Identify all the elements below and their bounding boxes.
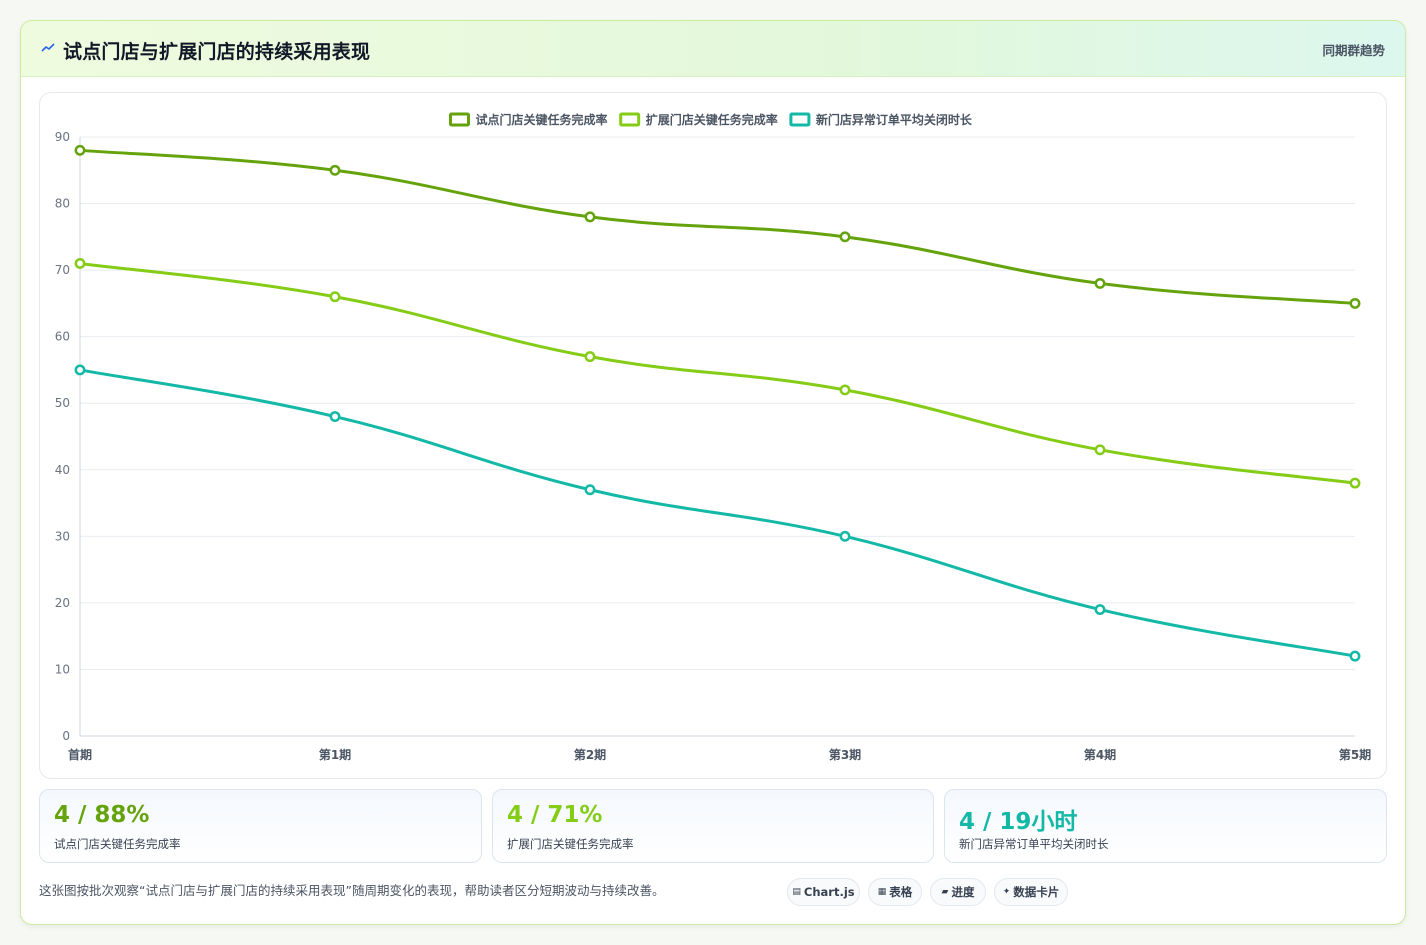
data-point [74, 364, 86, 376]
data-point [839, 530, 851, 542]
card-header: 试点门店与扩展门店的持续采用表现 同期群趋势 [21, 21, 1405, 77]
chip-progress[interactable]: ▰ 进度 [930, 878, 986, 906]
y-tick-label: 60 [55, 330, 70, 344]
data-point [584, 211, 596, 223]
data-point [329, 164, 341, 176]
x-tick-label: 第1期 [319, 747, 351, 762]
chart-icon: ▤ [792, 887, 801, 897]
data-point [1094, 604, 1106, 615]
data-point [584, 484, 596, 496]
data-point [329, 411, 341, 422]
data-point [839, 384, 851, 396]
stat-label: 扩展门店关键任务完成率 [507, 837, 634, 851]
stat-label: 新门店异常订单平均关闭时长 [959, 837, 1109, 851]
chip-label: Chart.js [803, 885, 855, 899]
legend-swatch [449, 112, 470, 127]
data-point [1349, 650, 1361, 662]
header-subtitle: 同期群趋势 [1322, 43, 1385, 58]
data-point [74, 144, 86, 156]
series-line [79, 148, 1356, 305]
x-tick-label: 第2期 [574, 747, 606, 762]
stat-value: 4 / 88% [54, 802, 150, 828]
progress-icon: ▰ [941, 887, 949, 897]
legend-swatch [619, 112, 641, 127]
line-chart: 0 10 20 30 40 50 60 70 80 90 首期 第1期 第2期 第3期 第4期 第5期 试点门店… [55, 112, 1371, 762]
trend-line-icon [41, 43, 55, 52]
stat-value: 4 / 71% [507, 802, 603, 828]
data-point [74, 258, 86, 269]
chip-label: 进度 [951, 885, 975, 899]
data-point [329, 291, 341, 303]
y-tick-label: 80 [55, 197, 70, 211]
series-line [79, 261, 1356, 485]
card-icon: ✦ [1002, 887, 1011, 897]
stat-card-pilot: 4 / 88% 试点门店关键任务完成率 [39, 789, 482, 863]
chip-chartjs[interactable]: ▤ Chart.js [787, 878, 860, 906]
y-tick-label: 30 [55, 529, 70, 543]
stat-card-expansion: 4 / 71% 扩展门店关键任务完成率 [492, 789, 934, 863]
x-tick-label: 第4期 [1084, 747, 1116, 762]
data-point [1094, 277, 1106, 289]
chart-panel: 0 10 20 30 40 50 60 70 80 90 首期 第1期 第2期 第3期 第4期 第5期 试点门店… [39, 92, 1387, 779]
chip-table[interactable]: ▦ 表格 [868, 878, 922, 906]
y-tick-label: 40 [55, 463, 70, 477]
y-tick-label: 20 [55, 596, 70, 610]
x-tick-label: 第5期 [1339, 747, 1371, 762]
data-point [839, 231, 851, 243]
data-point [584, 351, 596, 363]
data-point [1094, 444, 1106, 456]
footer-note: 这张图按批次观察“试点门店与扩展门店的持续采用表现”随周期变化的表现，帮助读者区… [39, 883, 665, 898]
chip-label: 表格 [889, 885, 913, 899]
x-tick-label: 首期 [68, 747, 92, 762]
data-point [1349, 477, 1361, 489]
y-tick-label: 90 [55, 130, 70, 144]
y-tick-label: 70 [55, 263, 70, 277]
table-icon: ▦ [877, 887, 887, 897]
y-tick-label: 50 [55, 396, 70, 410]
y-tick-label: 0 [62, 729, 70, 743]
series-line [79, 368, 1356, 658]
chip-label: 数据卡片 [1013, 885, 1060, 899]
legend-label: 试点门店关键任务完成率 [476, 112, 608, 127]
y-tick-label: 10 [55, 662, 70, 676]
x-tick-label: 第3期 [829, 747, 861, 762]
data-point [1349, 297, 1361, 309]
legend-label: 新门店异常订单平均关闭时长 [816, 112, 973, 127]
page-title: 试点门店与扩展门店的持续采用表现 [63, 41, 371, 63]
legend-swatch [789, 112, 811, 127]
stat-value: 4 / 19小时 [959, 809, 1078, 835]
chart-card: 试点门店与扩展门店的持续采用表现 同期群趋势 0 10 20 30 40 50 60 70 80… [20, 20, 1406, 925]
stat-card-new-store: 4 / 19小时 新门店异常订单平均关闭时长 [944, 789, 1387, 863]
chip-data-card[interactable]: ✦ 数据卡片 [994, 878, 1068, 906]
legend-label: 扩展门店关键任务完成率 [646, 112, 778, 127]
stat-label: 试点门店关键任务完成率 [54, 837, 181, 851]
